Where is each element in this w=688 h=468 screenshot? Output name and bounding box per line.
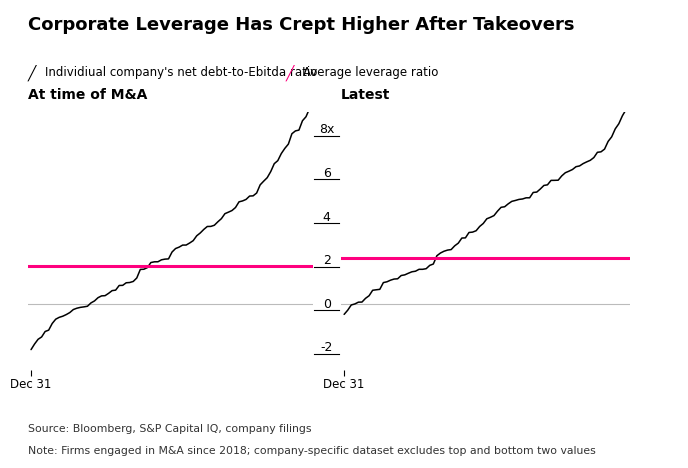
Text: 6: 6 (323, 167, 331, 180)
Text: Source: Bloomberg, S&P Capital IQ, company filings: Source: Bloomberg, S&P Capital IQ, compa… (28, 424, 311, 433)
Text: 4: 4 (323, 211, 331, 224)
Text: -2: -2 (321, 342, 333, 354)
Text: 8x: 8x (319, 123, 334, 136)
Text: 0: 0 (323, 298, 331, 311)
Text: ╱: ╱ (28, 65, 36, 80)
Text: Note: Firms engaged in M&A since 2018; company-specific dataset excludes top and: Note: Firms engaged in M&A since 2018; c… (28, 446, 595, 456)
Text: 2: 2 (323, 254, 331, 267)
Text: Latest: Latest (341, 88, 390, 102)
Text: Individiual company's net debt-to-Ebitda ratio: Individiual company's net debt-to-Ebitda… (45, 66, 317, 79)
Text: At time of M&A: At time of M&A (28, 88, 147, 102)
Text: ╱: ╱ (286, 65, 294, 80)
Text: Average leverage ratio: Average leverage ratio (303, 66, 438, 79)
Text: Corporate Leverage Has Crept Higher After Takeovers: Corporate Leverage Has Crept Higher Afte… (28, 16, 574, 34)
